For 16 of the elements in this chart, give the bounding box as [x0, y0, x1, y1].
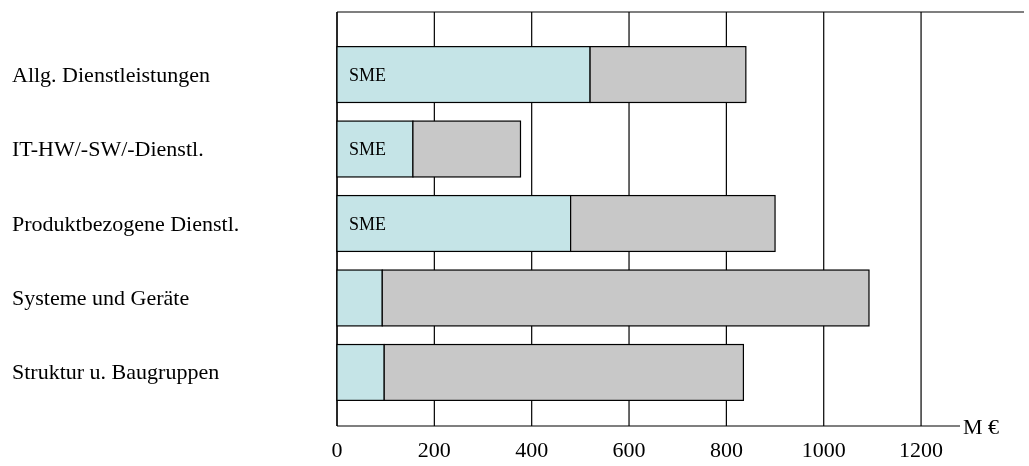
x-axis-title: M € — [963, 414, 1000, 439]
y-tick-label: Allg. Dienstleistungen — [12, 61, 210, 87]
annotation: SME — [349, 139, 387, 160]
y-tick-label: Systeme und Geräte — [12, 284, 190, 310]
x-tick-label: 0 — [331, 437, 343, 462]
x-tick-label: 800 — [709, 437, 743, 462]
y-tick-label: Produktbezogene Dienstl. — [12, 210, 240, 236]
x-tick-label: 400 — [515, 437, 549, 462]
x-tick-label: 1000 — [801, 437, 846, 462]
x-tick-label: 600 — [612, 437, 646, 462]
y-tick-label: Struktur u. Baugruppen — [12, 359, 220, 385]
annotation: SME — [349, 64, 387, 85]
y-tick-label: IT-HW/-SW/-Dienstl. — [12, 136, 204, 162]
annotation: SME — [349, 213, 387, 234]
x-tick-label: 200 — [417, 437, 451, 462]
x-tick-label: 1200 — [899, 437, 944, 462]
